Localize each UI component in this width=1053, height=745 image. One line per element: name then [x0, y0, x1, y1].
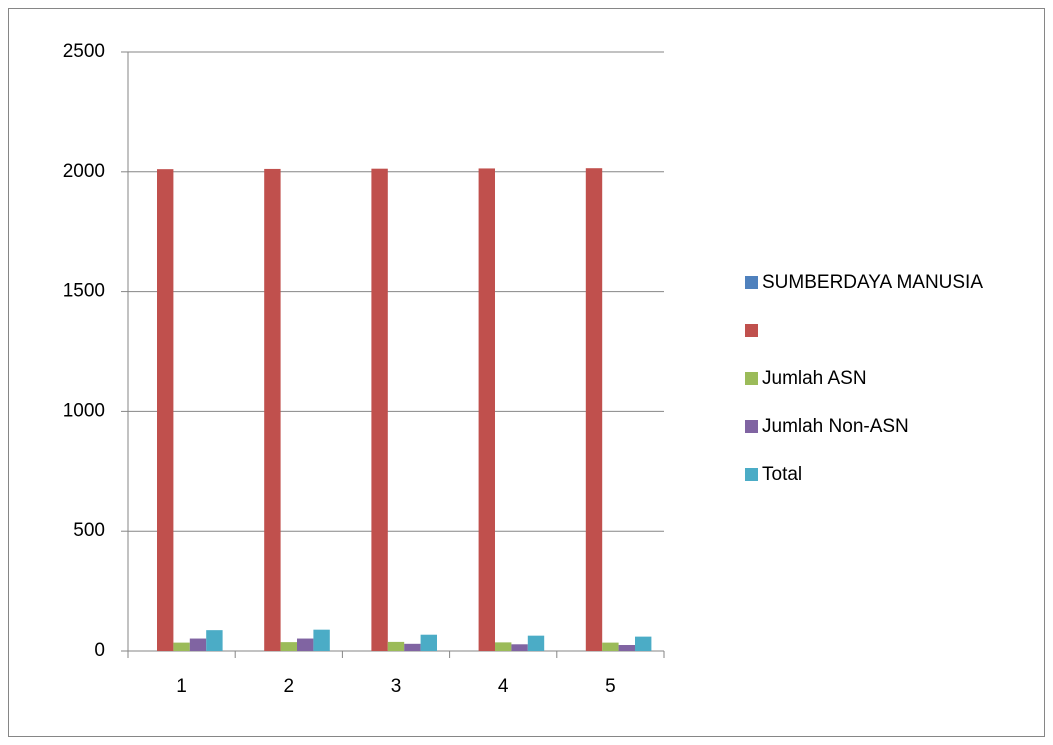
x-tick-label: 4 [498, 676, 509, 697]
bar [206, 630, 223, 651]
y-tick-label: 1500 [63, 281, 105, 302]
legend-label: Jumlah Non-ASN [762, 416, 909, 437]
legend-swatch [745, 420, 758, 433]
bar [527, 635, 545, 651]
bar [189, 638, 207, 651]
x-tick-label: 3 [391, 676, 402, 697]
bar [404, 643, 421, 651]
y-tick-label: 500 [73, 520, 105, 541]
bar [618, 645, 635, 651]
legend-label: Jumlah ASN [762, 368, 867, 389]
y-tick-label: 2500 [63, 41, 105, 62]
bar [297, 638, 314, 651]
x-tick-label: 2 [284, 676, 295, 697]
legend-swatch [745, 468, 758, 481]
bar [280, 642, 297, 651]
bar [602, 642, 619, 651]
x-tick-label: 5 [605, 676, 616, 697]
bar [313, 629, 330, 651]
y-tick-label: 2000 [63, 161, 105, 182]
y-tick-label: 1000 [63, 400, 105, 421]
legend-label: SUMBERDAYA MANUSIA [762, 272, 983, 293]
bar [420, 634, 437, 651]
y-tick-label: 0 [94, 640, 105, 661]
bar [387, 641, 405, 651]
bar [478, 168, 495, 651]
x-tick-label: 1 [176, 676, 187, 697]
chart-border [8, 8, 1045, 737]
bar [264, 168, 281, 651]
bar [511, 644, 528, 651]
bar [371, 168, 388, 652]
legend-swatch [745, 324, 758, 337]
bar [585, 168, 603, 651]
bar [495, 642, 512, 651]
bar [157, 169, 174, 651]
legend-swatch [745, 372, 758, 385]
legend-label: Total [762, 464, 802, 485]
bar [635, 636, 652, 651]
legend-swatch [745, 276, 758, 289]
bar [173, 642, 190, 651]
